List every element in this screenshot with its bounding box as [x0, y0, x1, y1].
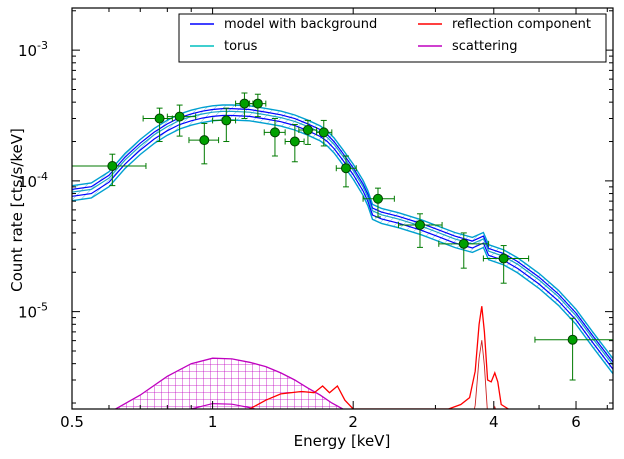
data-point	[263, 117, 286, 157]
data-marker	[252, 98, 263, 109]
data-point	[188, 122, 220, 165]
data-points	[72, 92, 613, 381]
data-marker	[174, 111, 185, 122]
data-point	[284, 123, 305, 163]
torus-center-line	[72, 110, 613, 366]
model-upper-line	[72, 107, 613, 363]
data-point	[335, 155, 357, 188]
y-tick-label: 10-4	[18, 170, 48, 191]
data-marker	[318, 127, 329, 138]
data-point	[438, 232, 490, 269]
y-axis-label: Count rate [cts/s/keV]	[8, 128, 26, 292]
legend-label: model with background	[224, 17, 377, 32]
x-tick-label: 0.5	[60, 413, 84, 431]
data-marker	[154, 113, 165, 124]
model-band	[72, 104, 613, 375]
legend-label: torus	[224, 39, 258, 54]
x-tick-label: 6	[571, 413, 581, 431]
x-axis-label: Energy [keV]	[294, 432, 391, 450]
model-lower-line	[72, 114, 613, 370]
scattering-component	[115, 357, 344, 409]
scattering-upper-line	[115, 357, 344, 409]
data-marker	[498, 253, 509, 264]
legend-box	[178, 13, 607, 63]
data-marker	[239, 98, 250, 109]
data-point	[72, 153, 147, 187]
data-marker	[269, 127, 280, 138]
plot-content	[72, 92, 613, 409]
legend: model with background torus reflection com…	[178, 13, 607, 63]
data-marker	[372, 193, 383, 204]
data-marker	[107, 160, 118, 171]
scattering-hatch-area	[115, 358, 343, 409]
plot-frame	[71, 7, 614, 410]
data-point	[316, 119, 333, 147]
data-marker	[567, 334, 578, 345]
data-marker	[199, 135, 210, 146]
data-point	[249, 93, 267, 118]
y-tick-label: 10-5	[18, 301, 48, 322]
torus-lower-line	[72, 119, 613, 375]
data-marker	[289, 136, 300, 147]
y-tick-label: 10-3	[18, 39, 48, 60]
model-band-area	[72, 105, 613, 374]
x-tick-label: 2	[348, 413, 358, 431]
data-point	[362, 187, 395, 218]
data-point	[235, 92, 254, 119]
data-point	[397, 213, 443, 248]
data-point	[212, 107, 237, 143]
reflection-line	[249, 306, 509, 409]
data-point	[482, 245, 530, 284]
legend-label: reflection component	[452, 17, 591, 32]
legend-label: scattering	[452, 39, 518, 54]
x-tick-label: 4	[489, 413, 499, 431]
data-point	[166, 104, 197, 137]
data-point	[298, 119, 318, 145]
x-tick-label: 1	[208, 413, 218, 431]
data-marker	[221, 115, 232, 126]
data-marker	[414, 219, 425, 230]
data-marker	[302, 124, 313, 135]
data-marker	[458, 238, 469, 249]
data-marker	[340, 163, 351, 174]
data-point	[534, 317, 613, 381]
axis-ticks: 0.5 1 2 4 6 10-3 10-4 10-5	[18, 8, 613, 431]
reflection-component	[249, 306, 509, 409]
